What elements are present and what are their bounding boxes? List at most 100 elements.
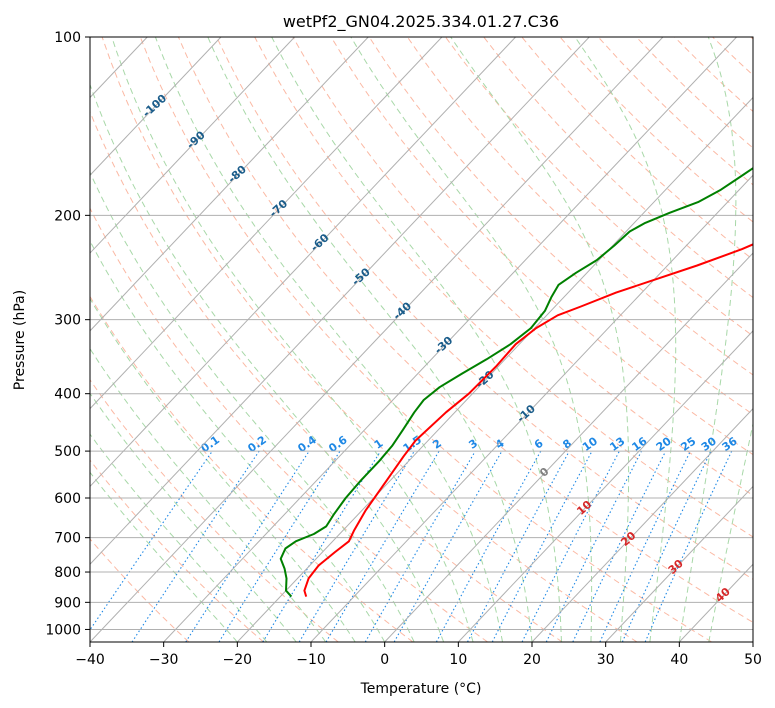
- x-tick-label: 0: [380, 652, 389, 668]
- dry-adiabat-line: [521, 37, 753, 261]
- chart-title: wetPf2_GN04.2025.334.01.27.C36: [283, 12, 559, 32]
- isotherm-line: [605, 485, 753, 642]
- isotherm-line: [531, 407, 753, 642]
- dry-adiabat-line: [216, 37, 753, 580]
- mixing-ratio-line: [218, 450, 341, 642]
- x-tick-label: 40: [670, 652, 688, 668]
- isotherm-line: [163, 37, 737, 642]
- moist-adiabat-line: [678, 37, 737, 642]
- moist-adiabat-line: [450, 37, 630, 642]
- mixing-ratio-line: [131, 450, 260, 642]
- moist-adiabat-line: [90, 392, 297, 642]
- dry-adiabat-line: [750, 37, 753, 40]
- dry-adiabat-line: [90, 207, 488, 642]
- moist-adiabat-line: [90, 433, 268, 642]
- x-tick-label: 50: [744, 652, 762, 668]
- mixing-ratio-line: [393, 450, 503, 642]
- x-tick-label: −40: [75, 652, 105, 668]
- moist-adiabat-line: [90, 471, 238, 642]
- mixing-ratio-line: [185, 450, 310, 642]
- dry-adiabat-line: [330, 37, 753, 456]
- moist-adiabat-line: [90, 297, 356, 642]
- moist-adiabat-line: [90, 240, 386, 642]
- y-axis-label: Pressure (hPa): [12, 290, 28, 390]
- mixing-ratio-line: [364, 450, 476, 642]
- dry-adiabat-line: [90, 378, 339, 642]
- moist-adiabat-line: [271, 37, 562, 642]
- x-tick-label: 10: [449, 652, 467, 668]
- isotherm-line: [90, 37, 590, 565]
- isotherm-line: [90, 37, 516, 488]
- mixing-ratio-line: [644, 450, 733, 642]
- isotherm-line: [90, 37, 222, 176]
- isotherm-label: 0: [537, 465, 552, 480]
- isotherm-line: [90, 37, 295, 254]
- y-tick-label: 400: [54, 387, 81, 403]
- axes: −40 −30 −20 −10 0 10 20 30 40 5010020030040050060…: [45, 30, 762, 668]
- mixing-ratio-line: [599, 450, 691, 642]
- dry-adiabat-line: [90, 459, 264, 642]
- dry-adiabat-line: [90, 110, 563, 642]
- isotherm-line: [384, 252, 753, 642]
- x-tick-label: −10: [296, 652, 326, 668]
- plot-area: 0.1 0.2 0.4 0.6 1 1.5 2 3 4 6 8 10 13 16 20 25 30 36-100-…: [90, 37, 753, 642]
- y-tick-label: 700: [54, 531, 81, 547]
- dry-adiabat-line: [368, 37, 753, 416]
- y-tick-label: 900: [54, 595, 81, 611]
- dry-adiabat-line: [445, 37, 753, 337]
- moist-adiabat-line: [574, 37, 677, 642]
- y-tick-label: 500: [54, 444, 81, 460]
- mixing-ratio-label: 0.4: [295, 433, 319, 455]
- mixing-ratio-line: [545, 450, 642, 642]
- x-tick-label: −20: [223, 652, 253, 668]
- plot-frame: [89, 36, 754, 643]
- y-tick-label: 100: [54, 30, 81, 46]
- moist-adiabat-line: [154, 37, 503, 642]
- dry-adiabat-line: [101, 37, 638, 642]
- mixing-ratio-label: 2: [430, 437, 444, 452]
- mixing-ratio-line: [90, 450, 213, 631]
- dry-adiabat-line: [90, 538, 190, 642]
- x-tick-label: 20: [523, 652, 541, 668]
- mixing-ratio-line: [467, 450, 570, 642]
- mixing-ratio-line: [298, 450, 415, 642]
- x-tick-label: 30: [597, 652, 615, 668]
- y-tick-label: 300: [54, 313, 81, 329]
- mixing-ratio-label: 3: [466, 437, 480, 452]
- y-tick-label: 1000: [45, 622, 81, 638]
- moist-adiabat-line: [207, 37, 533, 642]
- mixing-ratio-line: [435, 450, 542, 642]
- isotherm-line: [752, 641, 753, 642]
- dry-adiabat-line: [712, 37, 753, 76]
- x-tick-label: −30: [149, 652, 179, 668]
- moist-adiabat-line: [350, 37, 593, 642]
- mixing-ratio-label: 6: [532, 437, 546, 452]
- isotherm-line: [90, 37, 664, 642]
- dry-adiabat-line: [292, 37, 753, 496]
- y-tick-label: 800: [54, 565, 81, 581]
- dry-adiabat-line: [139, 37, 712, 642]
- dry-adiabat-line: [177, 37, 753, 623]
- mixing-ratio-label: 0.6: [326, 433, 350, 455]
- isotherm-line: [236, 96, 753, 642]
- mixing-ratio-label: 4: [493, 437, 507, 452]
- dewpoint-line: [279, 167, 753, 598]
- isotherm-line: [310, 174, 753, 642]
- dry-adiabat-line: [90, 295, 414, 642]
- moist-adiabat-line: [708, 421, 753, 642]
- dry-adiabat-line: [559, 37, 753, 223]
- dry-adiabat-line: [406, 37, 753, 376]
- isotherm-line: [90, 37, 369, 332]
- dry-adiabat-line: [483, 37, 753, 299]
- mixing-ratio-line: [521, 450, 620, 642]
- isotherm-line: [457, 330, 753, 642]
- moist-adiabat-line: [90, 347, 327, 642]
- moist-adiabat-line: [90, 83, 445, 642]
- mixing-ratio-line: [262, 450, 382, 642]
- x-axis-label: Temperature (°C): [360, 681, 482, 697]
- temperature-line: [303, 243, 753, 597]
- y-tick-label: 200: [54, 208, 81, 224]
- moist-adiabat-line: [111, 37, 474, 642]
- isotherm-line: [90, 37, 443, 410]
